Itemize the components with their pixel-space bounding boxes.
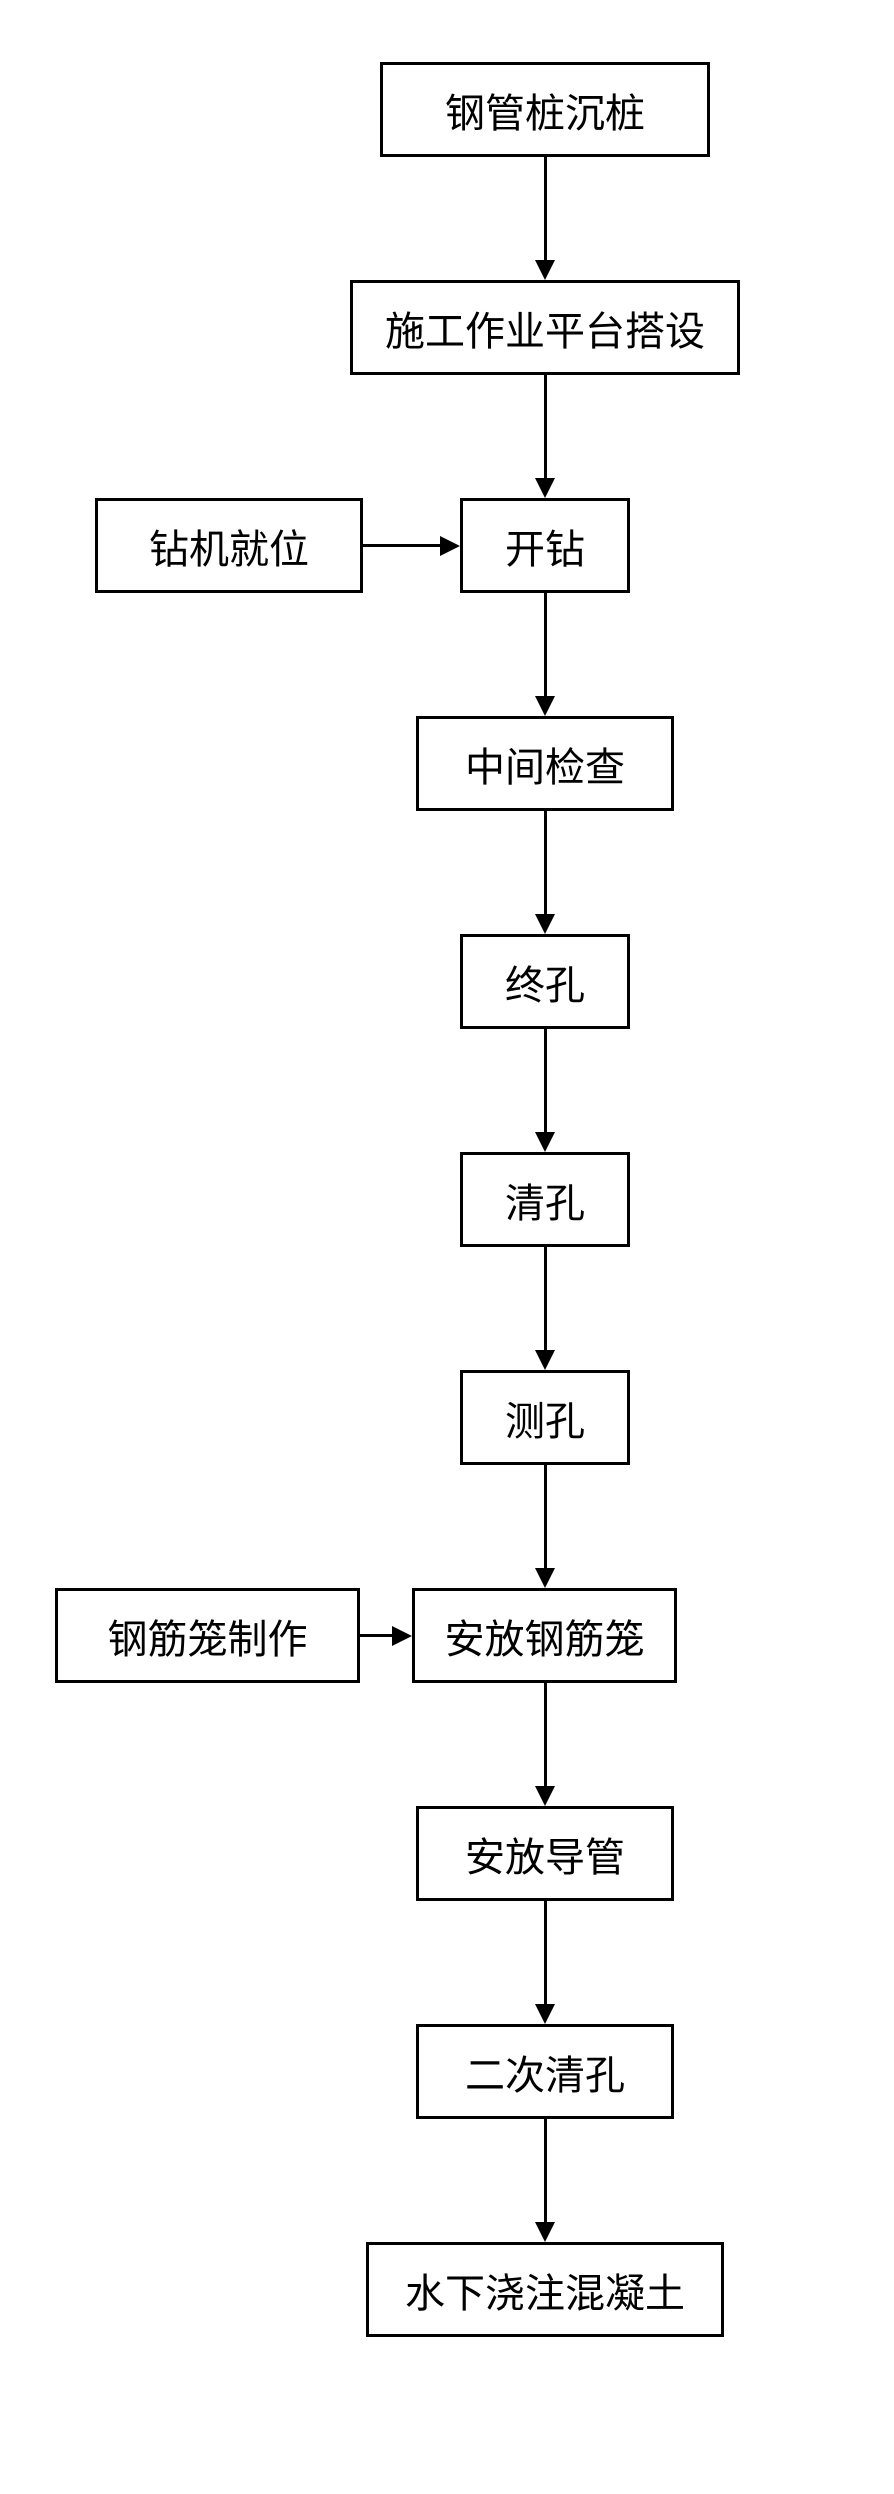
- flow-edge: [544, 1029, 547, 1132]
- node-label: 二次清孔: [465, 2043, 625, 2101]
- flow-node-n8: 安放钢筋笼: [412, 1588, 677, 1683]
- node-label: 施工作业平台搭设: [385, 299, 705, 357]
- flow-node-n5: 终孔: [460, 934, 630, 1029]
- arrowhead-down-icon: [535, 1132, 555, 1152]
- arrowhead-right-icon: [440, 536, 460, 556]
- flow-node-n8a: 钢筋笼制作: [55, 1588, 360, 1683]
- node-label: 钢筋笼制作: [108, 1607, 308, 1665]
- flow-edge: [544, 811, 547, 914]
- flow-node-n4: 中间检查: [416, 716, 674, 811]
- arrowhead-down-icon: [535, 1786, 555, 1806]
- arrowhead-right-icon: [392, 1626, 412, 1646]
- flow-edge: [544, 1465, 547, 1568]
- node-label: 中间检查: [465, 735, 625, 793]
- flow-node-n2: 施工作业平台搭设: [350, 280, 740, 375]
- flow-edge: [544, 593, 547, 696]
- node-label: 清孔: [505, 1171, 585, 1229]
- node-label: 开钻: [505, 517, 585, 575]
- flow-edge: [363, 544, 440, 547]
- node-label: 终孔: [505, 953, 585, 1011]
- arrowhead-down-icon: [535, 260, 555, 280]
- flow-node-n3: 开钻: [460, 498, 630, 593]
- arrowhead-down-icon: [535, 696, 555, 716]
- arrowhead-down-icon: [535, 2222, 555, 2242]
- flow-node-n3a: 钻机就位: [95, 498, 363, 593]
- flow-node-n7: 测孔: [460, 1370, 630, 1465]
- node-label: 水下浇注混凝土: [405, 2261, 685, 2319]
- node-label: 钻机就位: [149, 517, 309, 575]
- flow-edge: [544, 1247, 547, 1350]
- flow-node-n1: 钢管桩沉桩: [380, 62, 710, 157]
- flow-edge: [544, 375, 547, 478]
- arrowhead-down-icon: [535, 2004, 555, 2024]
- node-label: 安放钢筋笼: [445, 1607, 645, 1665]
- flow-edge: [544, 1901, 547, 2004]
- flow-node-n6: 清孔: [460, 1152, 630, 1247]
- node-label: 测孔: [505, 1389, 585, 1447]
- flow-node-n11: 水下浇注混凝土: [366, 2242, 724, 2337]
- node-label: 安放导管: [465, 1825, 625, 1883]
- flow-edge: [544, 157, 547, 260]
- node-label: 钢管桩沉桩: [445, 81, 645, 139]
- arrowhead-down-icon: [535, 478, 555, 498]
- flow-node-n10: 二次清孔: [416, 2024, 674, 2119]
- flow-edge: [544, 1683, 547, 1786]
- arrowhead-down-icon: [535, 1568, 555, 1588]
- flow-edge: [544, 2119, 547, 2222]
- flow-node-n9: 安放导管: [416, 1806, 674, 1901]
- arrowhead-down-icon: [535, 914, 555, 934]
- flow-edge: [360, 1634, 392, 1637]
- arrowhead-down-icon: [535, 1350, 555, 1370]
